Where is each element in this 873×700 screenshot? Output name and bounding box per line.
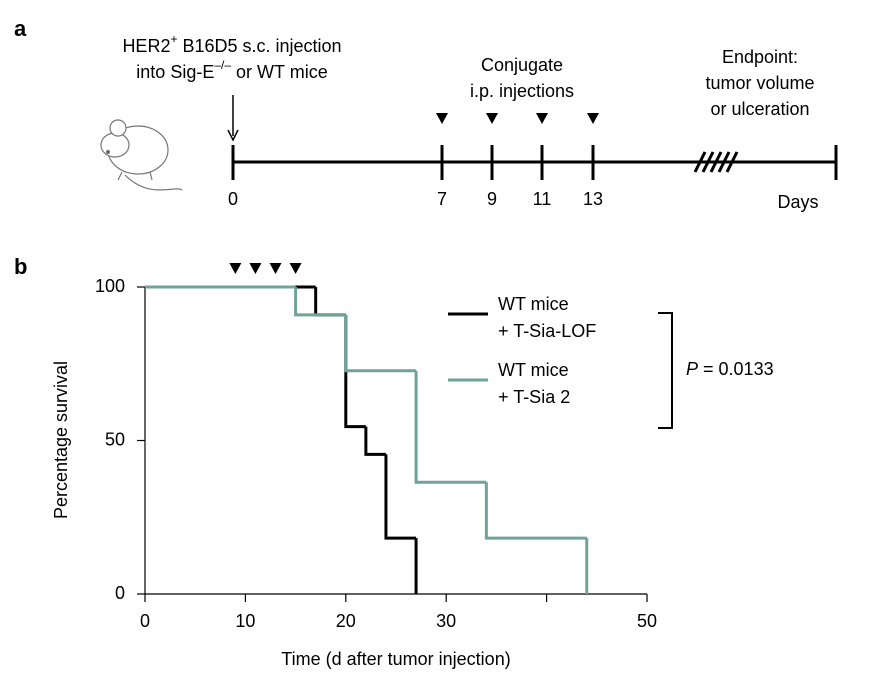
survival-step bbox=[484, 482, 587, 540]
break-hatch bbox=[692, 151, 742, 173]
injection-marker bbox=[249, 263, 262, 274]
timeline-tick-label: 11 bbox=[533, 189, 552, 209]
legend-label: + T-Sia 2 bbox=[498, 387, 570, 407]
injection-markers bbox=[436, 113, 599, 124]
injection-text: HER2+ B16D5 s.c. injection bbox=[122, 32, 341, 56]
endpoint-text: or ulceration bbox=[710, 99, 809, 119]
survival-step bbox=[364, 426, 386, 456]
y-axis-title: Percentage survival bbox=[51, 361, 71, 519]
survival-step bbox=[414, 370, 487, 484]
legend-label: WT mice bbox=[498, 360, 569, 380]
conjugate-text: i.p. injections bbox=[470, 81, 574, 101]
y-tick-label: 100 bbox=[95, 276, 125, 296]
x-tick-label: 50 bbox=[637, 611, 657, 631]
days-label: Days bbox=[777, 192, 818, 212]
p-value: P = 0.0133 bbox=[686, 359, 774, 379]
x-axis-title: Time (d after tumor injection) bbox=[281, 649, 510, 669]
survival-step bbox=[294, 287, 346, 317]
arrow-head bbox=[227, 129, 239, 142]
mouse-icon bbox=[100, 119, 183, 191]
significance-bracket bbox=[658, 312, 673, 429]
endpoint-text: Endpoint: bbox=[722, 47, 798, 67]
x-tick-label: 0 bbox=[140, 611, 150, 631]
injection-text: into Sig-E–/– or WT mice bbox=[136, 58, 327, 82]
timeline-tick-label: 9 bbox=[487, 189, 497, 209]
legend-label: WT mice bbox=[498, 294, 569, 314]
survival-step bbox=[314, 287, 346, 317]
legend-label: + T-Sia-LOF bbox=[498, 321, 596, 341]
x-tick-label: 10 bbox=[235, 611, 255, 631]
endpoint-text: tumor volume bbox=[705, 73, 814, 93]
timeline-tick-label: 13 bbox=[583, 189, 603, 209]
y-tick-label: 50 bbox=[105, 429, 125, 449]
survival-step bbox=[344, 314, 417, 373]
survival-step bbox=[384, 454, 417, 540]
injection-marker bbox=[229, 263, 242, 274]
timeline-tick-label: 0 bbox=[228, 189, 238, 209]
y-tick-label: 0 bbox=[115, 583, 125, 603]
panel-label: a bbox=[14, 16, 27, 41]
panel-label: b bbox=[14, 254, 27, 279]
x-tick-label: 30 bbox=[436, 611, 456, 631]
x-tick-label: 20 bbox=[336, 611, 356, 631]
conjugate-text: Conjugate bbox=[481, 55, 563, 75]
injection-marker bbox=[289, 263, 302, 274]
injection-marker bbox=[269, 263, 282, 274]
timeline-tick-label: 7 bbox=[437, 189, 447, 209]
